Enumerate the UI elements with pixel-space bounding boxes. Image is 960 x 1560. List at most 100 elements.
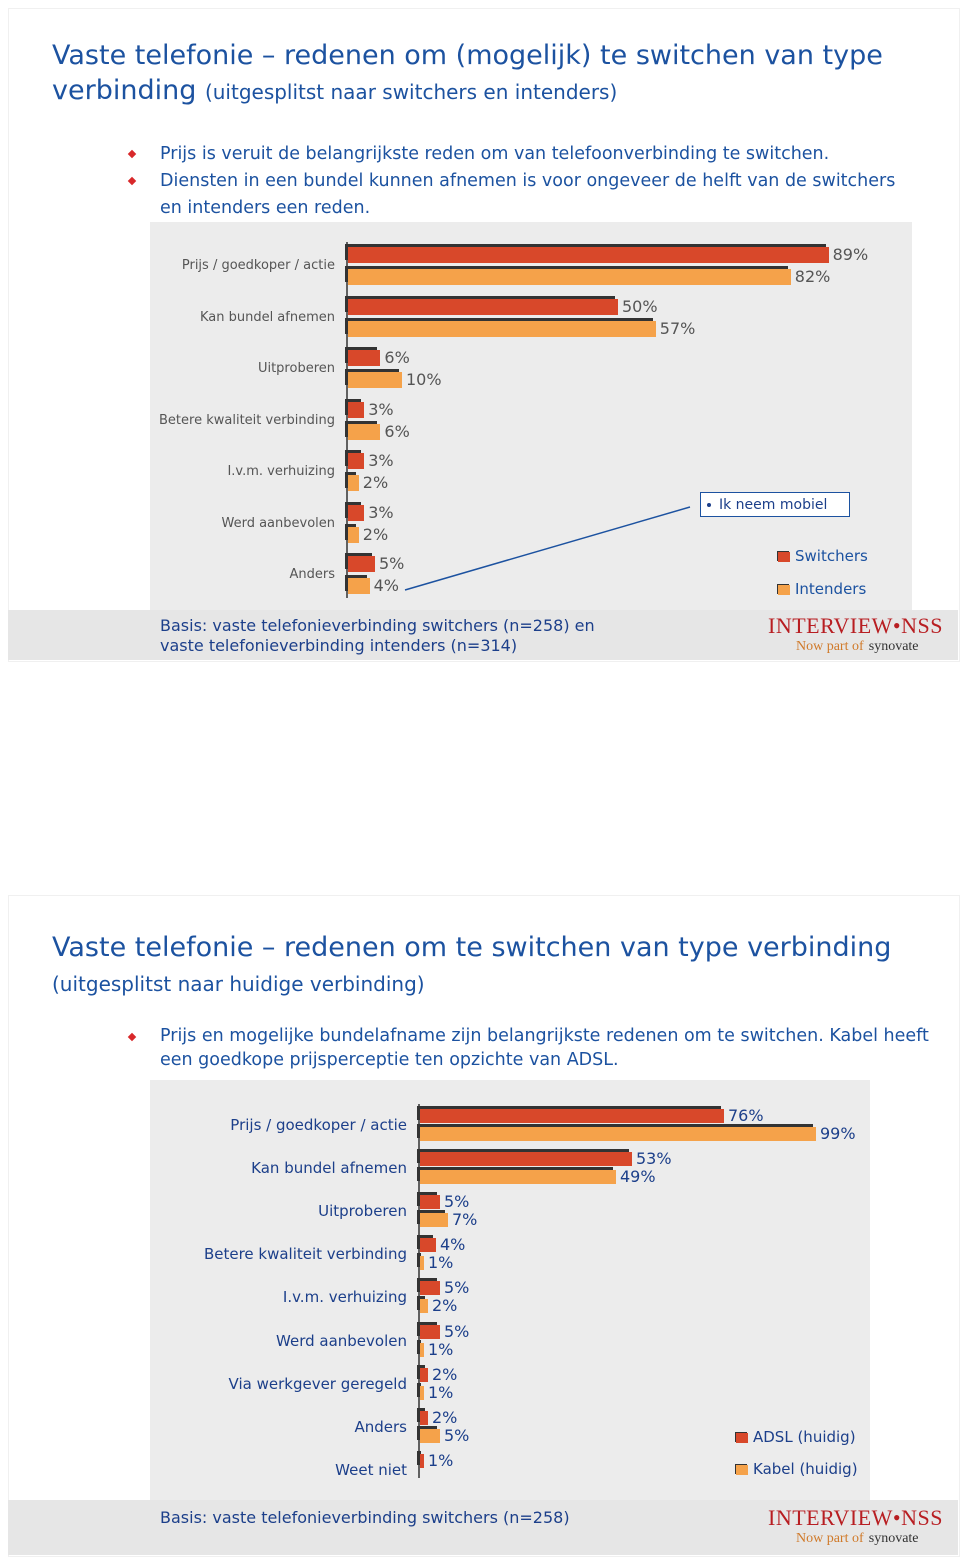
category-label: Kan bundel afnemen [251, 1159, 407, 1178]
bar [348, 269, 791, 285]
value-label: 50% [622, 296, 658, 316]
category-label: Kan bundel afnemen [199, 309, 335, 325]
value-label: 49% [620, 1167, 656, 1187]
footnote: Basis: vaste telefonieverbinding switche… [160, 1508, 570, 1527]
bullet: Prijs is veruit de belangrijkste reden o… [160, 141, 920, 168]
value-label: 3% [368, 399, 394, 419]
bar [420, 1170, 616, 1185]
value-label: 53% [636, 1149, 672, 1169]
bar [420, 1195, 440, 1210]
bar [420, 1299, 428, 1314]
category-label: Anders [289, 567, 336, 582]
slide-title: Vaste telefonie – redenen om (mogelijk) … [52, 38, 902, 110]
value-label: 6% [384, 348, 410, 367]
bar [420, 1238, 436, 1253]
value-label: 2% [362, 473, 389, 492]
value-label: 57% [659, 318, 696, 338]
value-label: 10% [406, 370, 442, 389]
logo-tagline: Now part of [796, 639, 864, 654]
value-label: 7% [452, 1210, 478, 1230]
value-label: 3% [368, 451, 394, 470]
logo-partner: synovate [868, 639, 919, 654]
value-label: 1% [428, 1382, 454, 1402]
bullet: Diensten in een bundel kunnen afnemen is… [160, 168, 920, 222]
logo: INTERVIEW•NSS Now part of synovate [768, 613, 958, 655]
bar [420, 1127, 816, 1141]
chart-panel [150, 1080, 870, 1500]
bullet: Prijs en mogelijke bundelafname zijn bel… [160, 1026, 929, 1070]
bar [348, 453, 365, 469]
category-label: Betere kwaliteit verbinding [203, 1245, 407, 1264]
legend-label: Switchers [795, 547, 868, 565]
bar [348, 372, 402, 388]
subtitle: (uitgesplitst naar switchers en intender… [204, 80, 618, 104]
bar [420, 1109, 724, 1123]
legend-label: Intenders [795, 580, 867, 598]
title: Vaste telefonie – redenen om (mogelijk) … [52, 40, 883, 106]
value-label: 1% [428, 1339, 454, 1359]
value-label: 82% [794, 267, 831, 286]
category-label: Betere kwaliteit verbinding [159, 412, 335, 428]
footer-band [8, 610, 958, 660]
bar [420, 1453, 424, 1468]
bullets: Prijs is veruit de belangrijkste reden o… [160, 141, 920, 222]
bar [348, 401, 365, 418]
category-label: Anders [354, 1417, 408, 1436]
bar [420, 1324, 440, 1339]
subtitle: (uitgesplitst naar huidige verbinding) [52, 972, 425, 996]
category-label: Werd aanbevolen [221, 515, 335, 531]
value-label: 5% [444, 1278, 470, 1298]
logo-partner: synovate [868, 1531, 919, 1546]
legend-swatch [778, 585, 790, 595]
bullets: Prijs en mogelijke bundelafname zijn bel… [160, 1024, 930, 1072]
value-label: 89% [832, 245, 869, 264]
value-label: 5% [444, 1321, 470, 1341]
logo-tagline: Now part of [796, 1531, 864, 1546]
logo-brand: INTERVIEW•NSS [768, 613, 943, 638]
value-label: 2% [432, 1407, 458, 1427]
category-label: Via werkgever geregeld [228, 1374, 407, 1393]
title: Vaste telefonie – redenen om te switchen… [52, 932, 892, 963]
value-label: 2% [362, 524, 389, 544]
category-label: Prijs / goedkoper / actie [230, 1116, 407, 1134]
value-label: 2% [432, 1296, 458, 1316]
value-label: 4% [373, 576, 399, 595]
value-label: 6% [384, 421, 410, 441]
footnote: Basis: vaste telefonieverbinding switche… [160, 616, 595, 655]
legend-swatch [778, 552, 790, 562]
bar [348, 475, 359, 491]
value-label: 76% [728, 1106, 764, 1125]
bar [348, 298, 618, 315]
value-label: 99% [820, 1124, 856, 1143]
bar [420, 1256, 424, 1271]
bar [348, 350, 381, 366]
value-label: 1% [428, 1450, 454, 1470]
bar [348, 556, 375, 572]
bar [348, 526, 359, 543]
bar [420, 1342, 424, 1357]
value-label: 5% [444, 1192, 470, 1212]
bar [348, 504, 365, 521]
annotation: Ik neem mobiel [700, 492, 850, 517]
bar [420, 1281, 440, 1296]
category-label: I.v.m. verhuizing [227, 464, 335, 479]
bar [348, 578, 370, 594]
category-label: Werd aanbevolen [276, 1331, 407, 1350]
legend-swatch [736, 1433, 748, 1443]
value-label: 5% [444, 1425, 470, 1445]
logo-brand: INTERVIEW•NSS [768, 1505, 943, 1530]
value-label: 1% [428, 1253, 454, 1273]
value-label: 4% [440, 1235, 466, 1255]
annotation-dot [707, 503, 711, 507]
category-label: Uitproberen [257, 361, 335, 376]
chart-panel [150, 222, 912, 610]
bar [420, 1152, 632, 1167]
category-label: I.v.m. verhuizing [282, 1288, 407, 1307]
logo: INTERVIEW•NSS Now part of synovate [768, 1505, 958, 1547]
bar [420, 1213, 448, 1228]
value-label: 3% [368, 502, 394, 522]
bar [348, 320, 656, 337]
slide-title: Vaste telefonie – redenen om te switchen… [52, 930, 902, 1002]
